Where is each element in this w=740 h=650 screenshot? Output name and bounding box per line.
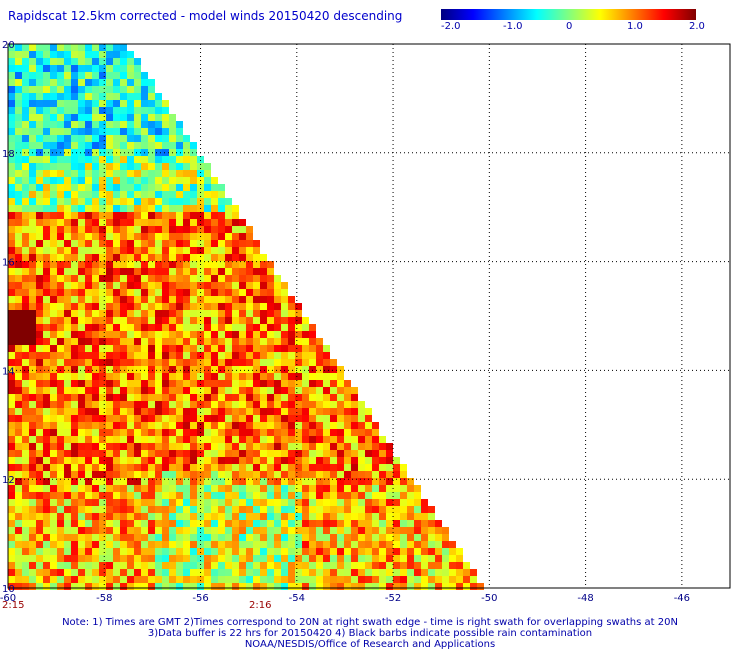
lon-tick-label: -56 — [192, 593, 208, 604]
lon-tick-label: -58 — [96, 593, 112, 604]
footer-note-1: Note: 1) Times are GMT 2)Times correspon… — [62, 617, 678, 628]
swath-cells — [8, 44, 484, 590]
time-label-end: 2:16 — [249, 600, 272, 611]
colorbar-label-min: -2.0 — [441, 21, 461, 32]
lon-tick-label: -50 — [481, 593, 497, 604]
colorbar-label-neg1: -1.0 — [503, 21, 523, 32]
lat-tick-label: 18 — [2, 149, 15, 160]
lat-tick-label: 16 — [2, 258, 15, 269]
lon-tick-label: -48 — [577, 593, 593, 604]
colorbar-gradient — [441, 9, 696, 20]
footer-note-2: 3)Data buffer is 22 hrs for 20150420 4) … — [147, 628, 593, 639]
colorbar-label-pos1: 1.0 — [627, 21, 643, 32]
map-frame — [7, 43, 731, 589]
lon-tick-label: -46 — [674, 593, 690, 604]
latitude-labels: 20 18 16 14 12 10 — [2, 40, 15, 595]
longitude-labels: -60 -58 -56 -54 -52 -50 -48 -46 — [0, 593, 690, 604]
colorbar-label-zero: 0 — [566, 21, 573, 32]
lon-tick-label: -54 — [289, 593, 305, 604]
lat-tick-label: 12 — [2, 475, 15, 486]
lat-tick-label: 20 — [2, 40, 15, 51]
footer-credit: NOAA/NESDIS/Office of Research and Appli… — [244, 639, 496, 650]
time-label-start: 2:15 — [2, 600, 25, 611]
lat-tick-label: 14 — [2, 366, 15, 377]
lat-tick-label: 10 — [2, 584, 15, 595]
lon-tick-label: -60 — [0, 593, 16, 604]
map-title: Rapidscat 12.5km corrected - model winds… — [8, 9, 403, 23]
lon-tick-label: -52 — [385, 593, 401, 604]
lat-lon-grid — [8, 44, 730, 588]
colorbar-label-max: 2.0 — [689, 21, 705, 32]
